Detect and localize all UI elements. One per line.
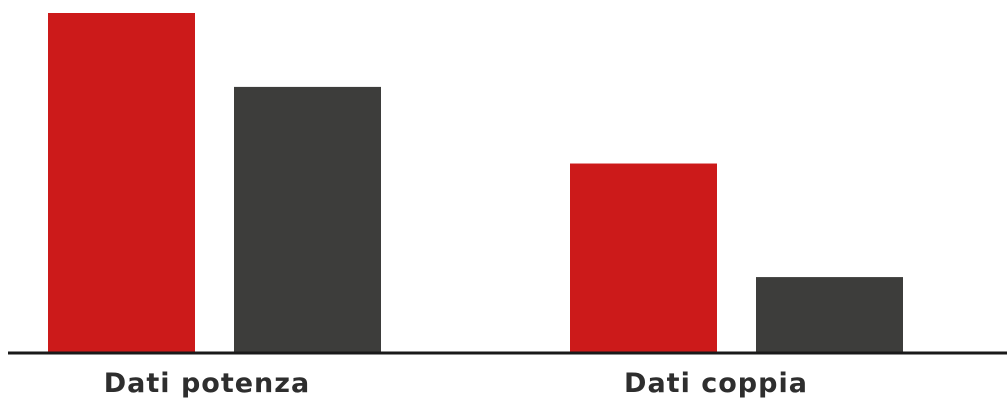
bars-group — [48, 13, 903, 352]
bar-dati-coppia-series-2 — [756, 277, 903, 352]
bar-dati-potenza-series-2 — [234, 86, 381, 352]
bar-dati-potenza-series-1 — [48, 13, 195, 352]
category-label-dati-coppia: Dati coppia — [624, 368, 808, 398]
category-label-dati-potenza: Dati potenza — [104, 368, 310, 398]
bar-dati-coppia-series-1 — [570, 163, 717, 352]
